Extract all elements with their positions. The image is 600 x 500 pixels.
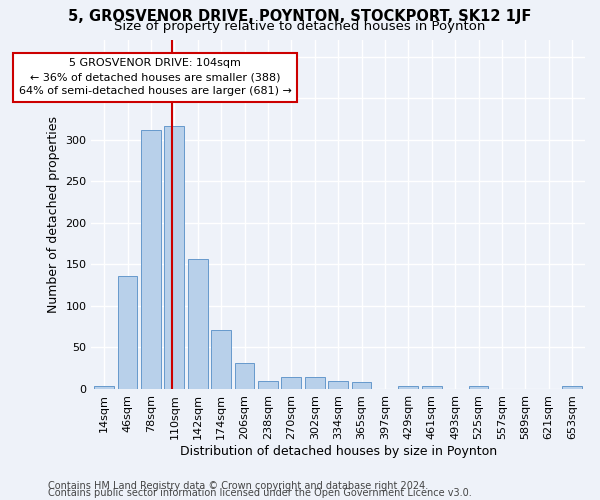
Bar bbox=[422, 386, 442, 389]
Text: Contains HM Land Registry data © Crown copyright and database right 2024.: Contains HM Land Registry data © Crown c… bbox=[48, 481, 428, 491]
Text: Contains public sector information licensed under the Open Government Licence v3: Contains public sector information licen… bbox=[48, 488, 472, 498]
Bar bbox=[211, 330, 231, 389]
Bar bbox=[352, 382, 371, 389]
Bar bbox=[235, 363, 254, 389]
Bar bbox=[164, 126, 184, 389]
Bar bbox=[94, 386, 114, 389]
Y-axis label: Number of detached properties: Number of detached properties bbox=[47, 116, 60, 313]
Bar bbox=[398, 386, 418, 389]
Bar bbox=[188, 258, 208, 389]
Bar bbox=[305, 378, 325, 389]
Text: Size of property relative to detached houses in Poynton: Size of property relative to detached ho… bbox=[115, 20, 485, 33]
Bar bbox=[562, 386, 582, 389]
Bar bbox=[258, 380, 278, 389]
X-axis label: Distribution of detached houses by size in Poynton: Distribution of detached houses by size … bbox=[179, 444, 497, 458]
Text: 5 GROSVENOR DRIVE: 104sqm
← 36% of detached houses are smaller (388)
64% of semi: 5 GROSVENOR DRIVE: 104sqm ← 36% of detac… bbox=[19, 58, 292, 96]
Bar bbox=[328, 380, 348, 389]
Bar bbox=[118, 276, 137, 389]
Bar bbox=[141, 130, 161, 389]
Bar bbox=[281, 378, 301, 389]
Bar bbox=[469, 386, 488, 389]
Text: 5, GROSVENOR DRIVE, POYNTON, STOCKPORT, SK12 1JF: 5, GROSVENOR DRIVE, POYNTON, STOCKPORT, … bbox=[68, 9, 532, 24]
